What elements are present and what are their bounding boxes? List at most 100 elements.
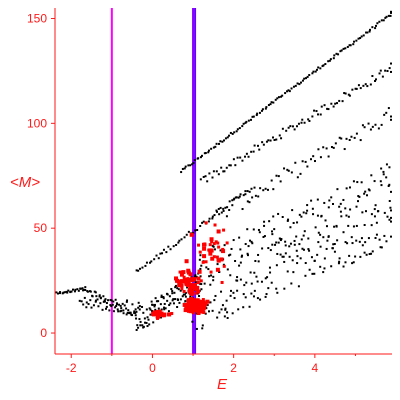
red-point-228 xyxy=(195,289,200,294)
red-point-260 xyxy=(181,270,186,275)
black-point-849 xyxy=(89,299,92,302)
black-point-496 xyxy=(290,282,293,285)
black-point-720 xyxy=(167,310,170,313)
black-point-866 xyxy=(115,302,118,305)
red-point-289 xyxy=(174,276,179,281)
black-point-305 xyxy=(317,148,320,151)
red-point-285 xyxy=(189,282,193,286)
black-point-584 xyxy=(344,241,347,244)
black-point-553 xyxy=(325,225,328,228)
black-point-239 xyxy=(199,224,202,227)
black-point-533 xyxy=(313,272,316,275)
black-point-48 xyxy=(265,106,268,109)
black-point-59 xyxy=(286,90,289,93)
black-point-215 xyxy=(145,261,148,264)
black-point-323 xyxy=(363,126,366,129)
black-point-625 xyxy=(368,253,371,256)
black-point-221 xyxy=(159,252,162,255)
black-point-89 xyxy=(339,50,342,53)
black-point-28 xyxy=(229,131,232,134)
black-point-599 xyxy=(352,225,355,228)
black-point-279 xyxy=(248,201,251,204)
black-point-652 xyxy=(386,215,389,218)
black-point-335 xyxy=(191,320,194,323)
black-point-219 xyxy=(155,254,158,257)
red-point-257 xyxy=(196,280,200,284)
black-point-600 xyxy=(354,255,357,258)
black-point-538 xyxy=(316,198,319,201)
red-point-298 xyxy=(215,255,219,259)
black-point-392 xyxy=(226,311,229,314)
black-point-433 xyxy=(251,242,254,245)
black-point-357 xyxy=(205,266,208,269)
black-point-449 xyxy=(262,236,265,239)
black-point-520 xyxy=(304,274,307,277)
black-point-224 xyxy=(165,251,168,254)
black-point-58 xyxy=(284,92,287,95)
black-point-869 xyxy=(120,309,123,312)
black-point-665 xyxy=(135,317,138,320)
black-point-683 xyxy=(146,316,149,319)
black-point-861 xyxy=(108,309,111,312)
black-point-748 xyxy=(184,291,187,294)
black-point-147 xyxy=(258,148,261,151)
black-point-476 xyxy=(277,241,280,244)
black-point-447 xyxy=(261,247,264,250)
black-point-514 xyxy=(300,238,303,241)
black-point-669 xyxy=(137,326,140,329)
black-point-125 xyxy=(211,176,214,179)
black-point-427 xyxy=(248,305,251,308)
red-point-284 xyxy=(189,286,193,290)
black-point-671 xyxy=(139,320,142,323)
black-point-771 xyxy=(198,282,201,285)
black-point-870 xyxy=(121,302,124,305)
black-point-568 xyxy=(333,243,336,246)
black-point-504 xyxy=(295,249,298,252)
black-point-492 xyxy=(288,245,291,248)
black-point-246 xyxy=(213,214,216,217)
black-point-327 xyxy=(374,123,377,126)
red-point-327 xyxy=(213,223,217,227)
black-point-376 xyxy=(216,263,219,266)
red-point-261 xyxy=(194,291,198,295)
black-point-253 xyxy=(228,200,231,203)
black-point-149 xyxy=(262,143,265,146)
black-point-325 xyxy=(369,128,372,131)
black-point-432 xyxy=(250,240,253,243)
black-point-122 xyxy=(204,175,207,178)
black-point-696 xyxy=(153,303,156,306)
red-point-301 xyxy=(198,250,202,254)
black-point-523 xyxy=(306,204,309,207)
black-point-670 xyxy=(138,318,141,321)
black-point-668 xyxy=(137,306,140,309)
red-point-277 xyxy=(191,277,196,282)
black-point-491 xyxy=(287,218,290,221)
black-point-127 xyxy=(215,170,218,173)
black-point-97 xyxy=(353,40,356,43)
black-point-788 xyxy=(72,288,75,291)
black-point-360 xyxy=(207,268,210,271)
black-point-803 xyxy=(89,290,92,293)
black-point-786 xyxy=(69,290,72,293)
black-point-513 xyxy=(301,247,304,250)
black-point-641 xyxy=(379,246,382,249)
black-point-49 xyxy=(267,104,270,107)
black-point-412 xyxy=(239,278,242,281)
black-point-709 xyxy=(160,308,163,311)
black-point-399 xyxy=(230,247,233,250)
black-point-107 xyxy=(371,26,374,29)
black-point-262 xyxy=(248,190,251,193)
black-point-463 xyxy=(270,230,273,233)
black-point-436 xyxy=(252,295,255,298)
black-point-610 xyxy=(360,181,363,184)
red-point-52 xyxy=(205,299,210,304)
black-point-30 xyxy=(233,131,236,134)
black-point-223 xyxy=(162,248,165,251)
black-point-649 xyxy=(383,234,386,237)
black-point-66 xyxy=(298,83,301,86)
black-point-183 xyxy=(336,102,339,105)
black-point-710 xyxy=(162,297,165,300)
red-point-130 xyxy=(204,302,208,306)
black-point-818 xyxy=(107,299,110,302)
black-point-102 xyxy=(362,34,365,37)
